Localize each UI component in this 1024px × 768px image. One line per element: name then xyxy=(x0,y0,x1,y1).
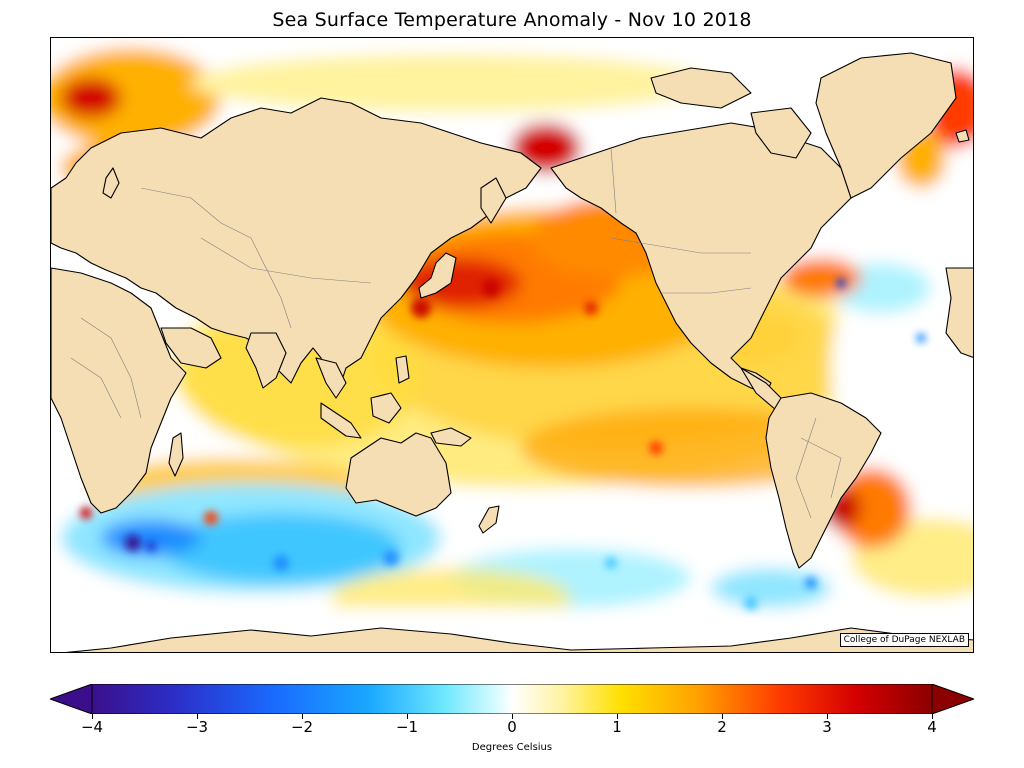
africa xyxy=(51,267,187,514)
colorbar-tick-mark xyxy=(197,714,198,719)
colorbar-tick-mark xyxy=(932,714,933,719)
north-america xyxy=(550,122,852,394)
borneo xyxy=(370,392,402,424)
sumatra xyxy=(320,402,362,439)
india xyxy=(245,332,287,389)
colorbar-max-extension xyxy=(931,684,974,714)
australia xyxy=(345,432,452,517)
baffin-island xyxy=(750,107,812,159)
anomaly-map: College of DuPage NEXLAB xyxy=(50,37,974,653)
colorbar-tick-label: 1 xyxy=(612,718,622,736)
country-borders xyxy=(70,147,842,519)
greenland xyxy=(815,52,957,199)
colorbar-tick-label: 4 xyxy=(927,718,937,736)
europe-east-edge xyxy=(945,267,973,358)
colorbar-tick-mark xyxy=(302,714,303,719)
japan xyxy=(418,252,457,299)
british-isles xyxy=(102,167,120,199)
madagascar xyxy=(168,432,184,477)
anomaly-field xyxy=(51,38,973,652)
colorbar-tick-mark xyxy=(407,714,408,719)
south-america xyxy=(765,392,882,569)
colorbar-tick-mark xyxy=(512,714,513,719)
colorbar-label: Degrees Celsius xyxy=(471,742,553,753)
colorbar-body xyxy=(91,684,933,714)
colorbar-tick-mark xyxy=(722,714,723,719)
land-masses xyxy=(51,52,973,652)
colorbar-min-extension xyxy=(50,684,93,714)
colorbar-tick-mark xyxy=(92,714,93,719)
colorbar-tick-label: −2 xyxy=(290,718,314,736)
colorbar-tick-label: 2 xyxy=(717,718,727,736)
colorbar-tick-label: −1 xyxy=(395,718,419,736)
colorbar-tick-label: 0 xyxy=(507,718,517,736)
colorbar-tick-label: −4 xyxy=(80,718,104,736)
kamchatka xyxy=(480,177,507,224)
colorbar-tick-mark xyxy=(827,714,828,719)
new-guinea xyxy=(430,427,472,447)
colorbar-tick-label: −3 xyxy=(185,718,209,736)
map-canvas xyxy=(51,38,973,652)
credit-label: College of DuPage NEXLAB xyxy=(839,633,969,647)
iceland xyxy=(955,129,970,143)
eurasia xyxy=(51,97,542,384)
arctic-islands xyxy=(650,67,752,109)
philippines xyxy=(395,355,410,384)
chart-title: Sea Surface Temperature Anomaly - Nov 10… xyxy=(272,9,752,31)
new-zealand xyxy=(478,505,500,534)
colorbar xyxy=(50,684,974,714)
indochina xyxy=(315,357,347,399)
colorbar-tick-label: 3 xyxy=(822,718,832,736)
colorbar-tick-mark xyxy=(617,714,618,719)
arabia xyxy=(160,327,222,369)
